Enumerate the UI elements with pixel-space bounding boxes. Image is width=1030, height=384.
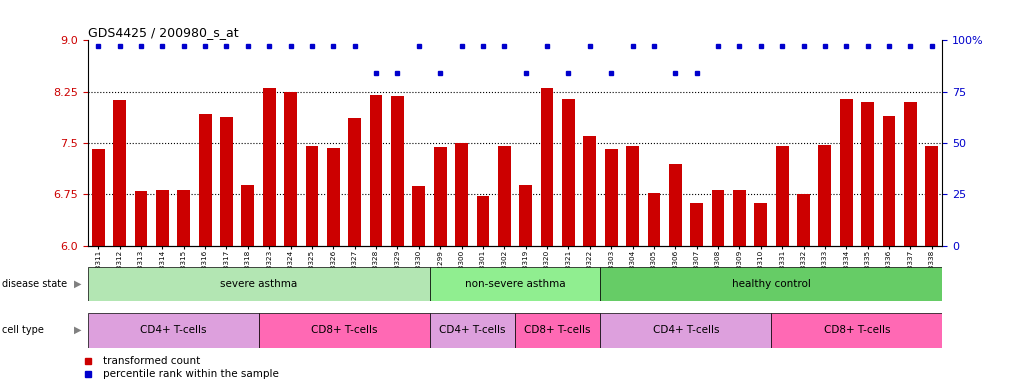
Bar [88, 267, 430, 301]
Text: cell type: cell type [2, 325, 44, 335]
Text: percentile rank within the sample: percentile rank within the sample [103, 369, 279, 379]
Text: CD4+ T-cells: CD4+ T-cells [140, 325, 206, 335]
Bar [712, 190, 724, 246]
Text: ▶: ▶ [73, 325, 81, 335]
Bar [541, 88, 553, 246]
Bar [583, 136, 596, 246]
Bar [861, 102, 874, 246]
Bar [925, 146, 938, 246]
Bar [668, 164, 682, 246]
Bar [839, 99, 853, 246]
Bar [177, 190, 191, 246]
Bar [497, 146, 511, 246]
Text: CD8+ T-cells: CD8+ T-cells [311, 325, 377, 335]
Bar [199, 114, 211, 246]
Bar [562, 99, 575, 246]
Bar [348, 118, 362, 246]
Bar [259, 313, 430, 348]
Bar [819, 145, 831, 246]
Bar [648, 193, 660, 246]
Text: ▶: ▶ [73, 279, 81, 289]
Text: CD8+ T-cells: CD8+ T-cells [524, 325, 591, 335]
Text: CD4+ T-cells: CD4+ T-cells [653, 325, 719, 335]
Bar [220, 117, 233, 246]
Bar [263, 88, 276, 246]
Bar [370, 95, 382, 246]
Text: GDS4425 / 200980_s_at: GDS4425 / 200980_s_at [88, 26, 238, 39]
Bar [515, 313, 600, 348]
Bar [455, 143, 468, 246]
Text: severe asthma: severe asthma [220, 279, 298, 289]
Bar [88, 313, 259, 348]
Bar [600, 267, 942, 301]
Bar [113, 100, 126, 246]
Bar [754, 203, 767, 246]
Bar [771, 313, 942, 348]
Bar [156, 190, 169, 246]
Bar [412, 186, 425, 246]
Bar [600, 313, 771, 348]
Bar [434, 147, 447, 246]
Bar [306, 146, 318, 246]
Bar [626, 146, 639, 246]
Text: CD4+ T-cells: CD4+ T-cells [439, 325, 506, 335]
Bar [733, 190, 746, 246]
Bar [391, 96, 404, 246]
Bar [904, 102, 917, 246]
Bar [92, 149, 105, 246]
Text: CD8+ T-cells: CD8+ T-cells [824, 325, 890, 335]
Text: disease state: disease state [2, 279, 67, 289]
Bar [797, 194, 810, 246]
Bar [690, 203, 703, 246]
Text: non-severe asthma: non-severe asthma [465, 279, 565, 289]
Bar [883, 116, 895, 246]
Bar [241, 185, 254, 246]
Bar [430, 313, 515, 348]
Bar [605, 149, 618, 246]
Bar [327, 148, 340, 246]
Text: transformed count: transformed count [103, 356, 200, 366]
Text: healthy control: healthy control [732, 279, 811, 289]
Bar [519, 185, 533, 246]
Bar [135, 191, 147, 246]
Bar [284, 92, 297, 246]
Bar [430, 267, 600, 301]
Bar [477, 197, 489, 246]
Bar [776, 146, 789, 246]
